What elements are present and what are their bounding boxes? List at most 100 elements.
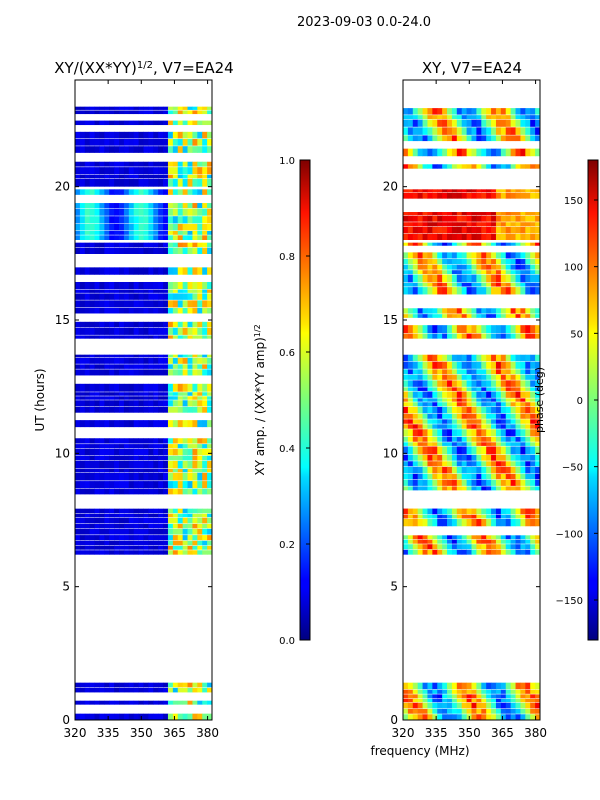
- heatmap-cell: [403, 148, 409, 157]
- heatmap-cell: [486, 127, 492, 135]
- heatmap-cell: [119, 455, 125, 461]
- heatmap-cell: [437, 115, 443, 120]
- heatmap-cell: [412, 519, 419, 527]
- heatmap-cell: [461, 549, 467, 555]
- heatmap-cell: [187, 161, 193, 167]
- heatmap-cell: [427, 233, 433, 240]
- heatmap-cell: [520, 429, 526, 437]
- heatmap-cell: [447, 361, 453, 369]
- heatmap-cell: [148, 508, 154, 514]
- heatmap-cell: [476, 264, 482, 270]
- heatmap-cell: [197, 448, 203, 456]
- heatmap-cell: [84, 545, 91, 550]
- heatmap-cell: [412, 135, 419, 142]
- heatmap-cell: [486, 708, 492, 714]
- heatmap-cell: [143, 138, 149, 146]
- heatmap-cell: [104, 455, 110, 461]
- heatmap-cell: [520, 535, 526, 540]
- heatmap-cell: [128, 174, 135, 179]
- heatmap-cell: [417, 442, 423, 446]
- heatmap-cell: [119, 550, 125, 555]
- heatmap-cell: [417, 514, 423, 519]
- heatmap-cell: [481, 354, 487, 362]
- heatmap-cell: [456, 274, 463, 283]
- heatmap-cell: [525, 264, 531, 270]
- heatmap-cell: [451, 108, 458, 115]
- heatmap-cell: [187, 700, 193, 705]
- heatmap-cell: [466, 479, 472, 486]
- heatmap-cell: [75, 444, 81, 449]
- heatmap-cell: [422, 544, 428, 550]
- heatmap-cell: [167, 528, 174, 535]
- heatmap-cell: [79, 300, 86, 308]
- heatmap-cell: [422, 519, 428, 527]
- heatmap-cell: [447, 282, 453, 287]
- heatmap-cell: [104, 713, 110, 720]
- heatmap-cell: [437, 549, 443, 555]
- heatmap-cell: [123, 713, 130, 720]
- heatmap-cell: [133, 488, 139, 495]
- heatmap-cell: [163, 327, 169, 335]
- heatmap-cell: [427, 387, 433, 391]
- heatmap-cell: [148, 400, 154, 407]
- heatmap-cell: [515, 698, 521, 703]
- heatmap-cell: [197, 281, 203, 290]
- heatmap-cell: [403, 535, 409, 540]
- heatmap-cell: [109, 406, 115, 413]
- heatmap-cell: [109, 189, 115, 195]
- heatmap-cell: [75, 178, 81, 187]
- heatmap-cell: [79, 354, 86, 358]
- heatmap-cell: [94, 327, 100, 335]
- heatmap-cell: [530, 325, 536, 334]
- heatmap-cell: [182, 335, 188, 339]
- heatmap-cell: [535, 406, 540, 414]
- heatmap-cell: [407, 374, 414, 380]
- heatmap-cell: [79, 682, 86, 688]
- heatmap-cell: [158, 216, 164, 224]
- heatmap-cell: [123, 517, 130, 524]
- heatmap-cell: [525, 442, 531, 446]
- heatmap-cell: [422, 354, 428, 362]
- heatmap-cell: [525, 354, 531, 362]
- heatmap-cell: [466, 429, 472, 437]
- heatmap-cell: [451, 354, 458, 362]
- heatmap-cell: [84, 300, 91, 308]
- heatmap-cell: [456, 233, 463, 240]
- heatmap-cell: [466, 259, 472, 265]
- heatmap-cell: [407, 682, 414, 690]
- heatmap-cell: [114, 550, 120, 555]
- heatmap-cell: [437, 387, 443, 391]
- heatmap-cell: [94, 247, 100, 254]
- heatmap-cell: [500, 454, 507, 461]
- heatmap-cell: [505, 402, 512, 407]
- heatmap-cell: [94, 700, 100, 705]
- heatmap-cell: [75, 545, 81, 550]
- heatmap-cell: [412, 354, 419, 362]
- heatmap-cell: [128, 357, 135, 364]
- heatmap-cell: [520, 514, 526, 519]
- heatmap-cell: [133, 392, 139, 396]
- heatmap-cell: [79, 106, 86, 110]
- heatmap-cell: [94, 167, 100, 175]
- heatmap-cell: [422, 539, 428, 544]
- heatmap-cell: [403, 270, 409, 275]
- heatmap-cell: [535, 259, 540, 265]
- heatmap-cell: [515, 242, 521, 246]
- heatmap-cell: [158, 438, 164, 444]
- heatmap-cell: [148, 247, 154, 254]
- heatmap-cell: [99, 406, 105, 413]
- heatmap-cell: [192, 203, 198, 209]
- heatmap-cell: [148, 110, 154, 115]
- heatmap-cell: [119, 293, 125, 300]
- heatmap-cell: [530, 189, 536, 193]
- heatmap-cell: [505, 549, 512, 555]
- heatmap-cell: [530, 380, 536, 387]
- heatmap-cell: [403, 226, 409, 234]
- heatmap-cell: [89, 420, 95, 428]
- heatmap-cell: [471, 437, 477, 442]
- heatmap-cell: [109, 455, 115, 461]
- heatmap-cell: [510, 189, 516, 193]
- heatmap-cell: [158, 354, 164, 358]
- heatmap-cell: [192, 468, 198, 473]
- heatmap-cell: [505, 446, 512, 455]
